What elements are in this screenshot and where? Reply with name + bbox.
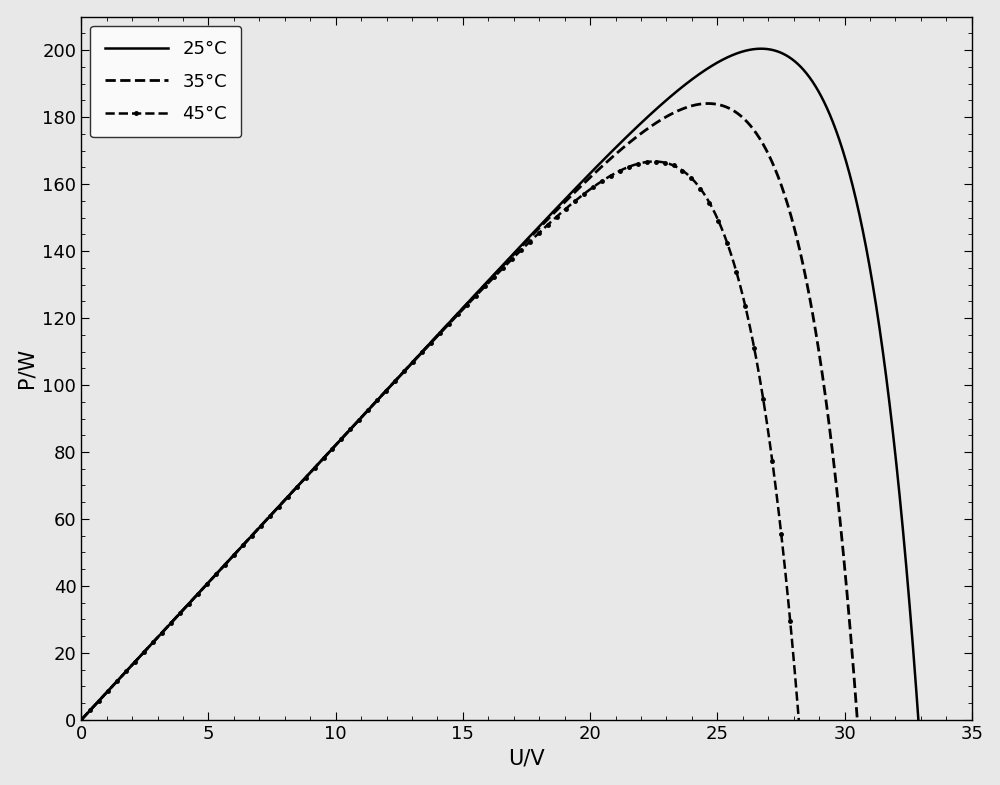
45°C bbox=[772, 501, 784, 510]
X-axis label: U/V: U/V bbox=[508, 748, 545, 769]
35°C bbox=[432, 330, 444, 340]
45°C bbox=[640, 157, 652, 166]
Line: 45°C: 45°C bbox=[78, 158, 802, 724]
25°C bbox=[118, 669, 130, 678]
45°C bbox=[75, 715, 87, 725]
35°C bbox=[851, 715, 863, 725]
Line: 35°C: 35°C bbox=[81, 104, 857, 720]
25°C bbox=[734, 47, 746, 57]
45°C bbox=[424, 339, 436, 349]
25°C bbox=[482, 276, 494, 285]
35°C bbox=[75, 715, 87, 725]
45°C bbox=[648, 157, 660, 166]
35°C bbox=[702, 99, 714, 108]
35°C bbox=[453, 309, 465, 318]
35°C bbox=[829, 467, 841, 476]
25°C bbox=[888, 439, 900, 448]
25°C bbox=[755, 44, 767, 53]
45°C bbox=[793, 715, 805, 725]
25°C bbox=[912, 715, 924, 725]
Legend: 25°C, 35°C, 45°C: 25°C, 35°C, 45°C bbox=[90, 26, 241, 137]
45°C bbox=[772, 504, 784, 513]
45°C bbox=[405, 360, 417, 369]
25°C bbox=[460, 300, 472, 309]
Line: 25°C: 25°C bbox=[81, 49, 918, 720]
25°C bbox=[75, 715, 87, 725]
45°C bbox=[112, 676, 124, 685]
35°C bbox=[686, 101, 698, 111]
25°C bbox=[889, 442, 901, 451]
35°C bbox=[829, 470, 841, 480]
Y-axis label: P/W: P/W bbox=[17, 349, 37, 389]
35°C bbox=[115, 673, 127, 682]
